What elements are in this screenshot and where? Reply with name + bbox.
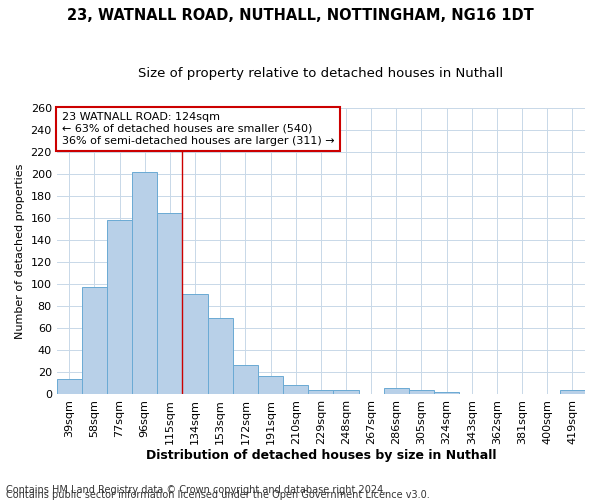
- Bar: [560, 390, 585, 394]
- Bar: [283, 385, 308, 394]
- Text: 23 WATNALL ROAD: 124sqm
← 63% of detached houses are smaller (540)
36% of semi-d: 23 WATNALL ROAD: 124sqm ← 63% of detache…: [62, 112, 335, 146]
- Bar: [132, 172, 157, 394]
- Bar: [107, 220, 132, 394]
- X-axis label: Distribution of detached houses by size in Nuthall: Distribution of detached houses by size …: [146, 450, 496, 462]
- Bar: [334, 390, 359, 394]
- Bar: [384, 388, 409, 394]
- Bar: [308, 390, 334, 394]
- Bar: [233, 366, 258, 394]
- Title: Size of property relative to detached houses in Nuthall: Size of property relative to detached ho…: [138, 68, 503, 80]
- Y-axis label: Number of detached properties: Number of detached properties: [15, 164, 25, 338]
- Bar: [434, 392, 459, 394]
- Text: Contains HM Land Registry data © Crown copyright and database right 2024.: Contains HM Land Registry data © Crown c…: [6, 485, 386, 495]
- Bar: [157, 212, 182, 394]
- Bar: [82, 288, 107, 394]
- Text: 23, WATNALL ROAD, NUTHALL, NOTTINGHAM, NG16 1DT: 23, WATNALL ROAD, NUTHALL, NOTTINGHAM, N…: [67, 8, 533, 22]
- Bar: [182, 294, 208, 394]
- Bar: [258, 376, 283, 394]
- Bar: [409, 390, 434, 394]
- Text: Contains public sector information licensed under the Open Government Licence v3: Contains public sector information licen…: [6, 490, 430, 500]
- Bar: [56, 378, 82, 394]
- Bar: [208, 318, 233, 394]
